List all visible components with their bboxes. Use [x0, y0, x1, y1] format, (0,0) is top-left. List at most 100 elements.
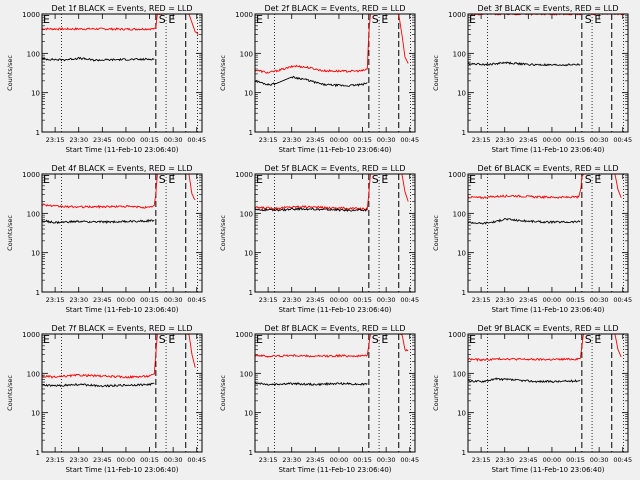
x-tick-label: 23:45 — [306, 296, 325, 304]
black-events-trace — [41, 219, 155, 225]
y-tick-label: 1000 — [448, 331, 466, 339]
e-marker: E — [594, 333, 601, 346]
panel-title: Det 5f BLACK = Events, RED = LLD — [264, 164, 405, 173]
x-tick-label: 23:30 — [495, 456, 514, 464]
black-events-trace — [254, 381, 368, 387]
x-tick-label: 00:15 — [140, 296, 159, 304]
y-tick-label: 1 — [462, 289, 466, 297]
s-marker: S — [585, 173, 592, 186]
panel-title: Det 6f BLACK = Events, RED = LLD — [477, 164, 618, 173]
s-marker: S — [585, 13, 592, 26]
x-tick-label: 00:15 — [566, 296, 585, 304]
x-tick-label: 00:00 — [543, 136, 562, 144]
x-tick-label: 00:15 — [566, 456, 585, 464]
x-tick-label: 00:30 — [377, 296, 396, 304]
e-marker: E — [594, 13, 601, 26]
y-tick-label: 1 — [249, 449, 253, 457]
e-marker: E — [469, 13, 476, 26]
y-tick-label: 100 — [27, 370, 40, 378]
plot-frame — [41, 173, 203, 293]
x-axis-label: Start Time (11-Feb-10 23:06:40) — [278, 466, 391, 474]
s-marker: S — [159, 173, 166, 186]
x-tick-label: 00:45 — [613, 296, 632, 304]
x-tick-label: 00:45 — [400, 136, 419, 144]
y-axis-label: Counts/sec — [219, 55, 227, 91]
y-tick-label: 100 — [453, 50, 466, 58]
black-events-trace — [467, 61, 581, 67]
x-tick-label: 23:45 — [306, 456, 325, 464]
y-tick-label: 1 — [36, 129, 40, 137]
x-tick-label: 00:45 — [400, 296, 419, 304]
x-tick-label: 00:15 — [353, 456, 372, 464]
e-marker: E — [469, 173, 476, 186]
x-tick-label: 00:30 — [377, 136, 396, 144]
e-marker: E — [256, 333, 263, 346]
y-tick-label: 10 — [457, 250, 466, 258]
y-axis-label: Counts/sec — [219, 215, 227, 251]
e-marker: E — [256, 13, 263, 26]
y-tick-label: 1000 — [235, 11, 253, 19]
x-tick-label: 23:45 — [519, 136, 538, 144]
x-axis-label: Start Time (11-Feb-10 23:06:40) — [278, 306, 391, 314]
y-tick-label: 1000 — [22, 171, 40, 179]
x-tick-label: 23:30 — [282, 456, 301, 464]
x-tick-label: 23:45 — [93, 296, 112, 304]
x-tick-label: 00:45 — [187, 296, 206, 304]
x-axis-label: Start Time (11-Feb-10 23:06:40) — [491, 466, 604, 474]
y-tick-label: 100 — [27, 50, 40, 58]
x-tick-label: 00:00 — [117, 296, 136, 304]
y-tick-label: 1000 — [448, 171, 466, 179]
x-tick-label: 23:30 — [69, 136, 88, 144]
black-events-trace — [467, 218, 581, 225]
plot-frame — [467, 173, 629, 293]
x-tick-label: 23:15 — [46, 136, 65, 144]
x-axis-label: Start Time (11-Feb-10 23:06:40) — [65, 306, 178, 314]
x-tick-label: 00:30 — [590, 456, 609, 464]
x-tick-label: 00:30 — [164, 456, 183, 464]
x-tick-label: 00:30 — [164, 296, 183, 304]
x-tick-label: 00:45 — [613, 136, 632, 144]
x-axis-label: Start Time (11-Feb-10 23:06:40) — [491, 306, 604, 314]
y-tick-label: 10 — [244, 250, 253, 258]
x-axis-label: Start Time (11-Feb-10 23:06:40) — [65, 146, 178, 154]
panel-title: Det 2f BLACK = Events, RED = LLD — [264, 4, 405, 13]
x-tick-label: 00:00 — [330, 456, 349, 464]
panel-2: Det 2f BLACK = Events, RED = LLD Counts/s… — [219, 4, 419, 154]
e-marker: E — [256, 173, 263, 186]
x-tick-label: 23:30 — [495, 296, 514, 304]
x-tick-label: 00:45 — [187, 456, 206, 464]
x-tick-label: 23:30 — [69, 296, 88, 304]
panel-title: Det 9f BLACK = Events, RED = LLD — [477, 324, 618, 333]
x-tick-label: 00:45 — [613, 456, 632, 464]
x-tick-label: 00:15 — [353, 296, 372, 304]
y-tick-label: 1 — [462, 129, 466, 137]
x-tick-label: 23:15 — [472, 456, 491, 464]
plot-frame — [41, 333, 203, 453]
panel-4: Det 4f BLACK = Events, RED = LLD Counts/s… — [6, 164, 206, 314]
x-axis-label: Start Time (11-Feb-10 23:06:40) — [278, 146, 391, 154]
s-marker: S — [159, 333, 166, 346]
x-tick-label: 00:00 — [330, 296, 349, 304]
y-tick-label: 10 — [457, 410, 466, 418]
y-axis-label: Counts/sec — [6, 215, 14, 251]
panel-8: Det 8f BLACK = Events, RED = LLD Counts/s… — [219, 324, 419, 474]
e-marker: E — [381, 173, 388, 186]
plot-frame — [467, 13, 629, 133]
plot-frame — [254, 333, 416, 453]
y-tick-label: 1 — [249, 129, 253, 137]
plot-frame — [467, 333, 629, 453]
s-marker: S — [372, 333, 379, 346]
panel-title: Det 8f BLACK = Events, RED = LLD — [264, 324, 405, 333]
y-axis-label: Counts/sec — [6, 375, 14, 411]
x-tick-label: 00:45 — [400, 456, 419, 464]
y-axis-label: Counts/sec — [432, 375, 440, 411]
plot-frame — [41, 13, 203, 133]
e-marker: E — [469, 333, 476, 346]
y-tick-label: 100 — [240, 370, 253, 378]
e-marker: E — [381, 333, 388, 346]
x-tick-label: 00:00 — [330, 136, 349, 144]
x-tick-label: 23:30 — [495, 136, 514, 144]
x-tick-label: 23:30 — [282, 296, 301, 304]
panel-5: Det 5f BLACK = Events, RED = LLD Counts/s… — [219, 164, 419, 314]
x-tick-label: 23:45 — [519, 296, 538, 304]
